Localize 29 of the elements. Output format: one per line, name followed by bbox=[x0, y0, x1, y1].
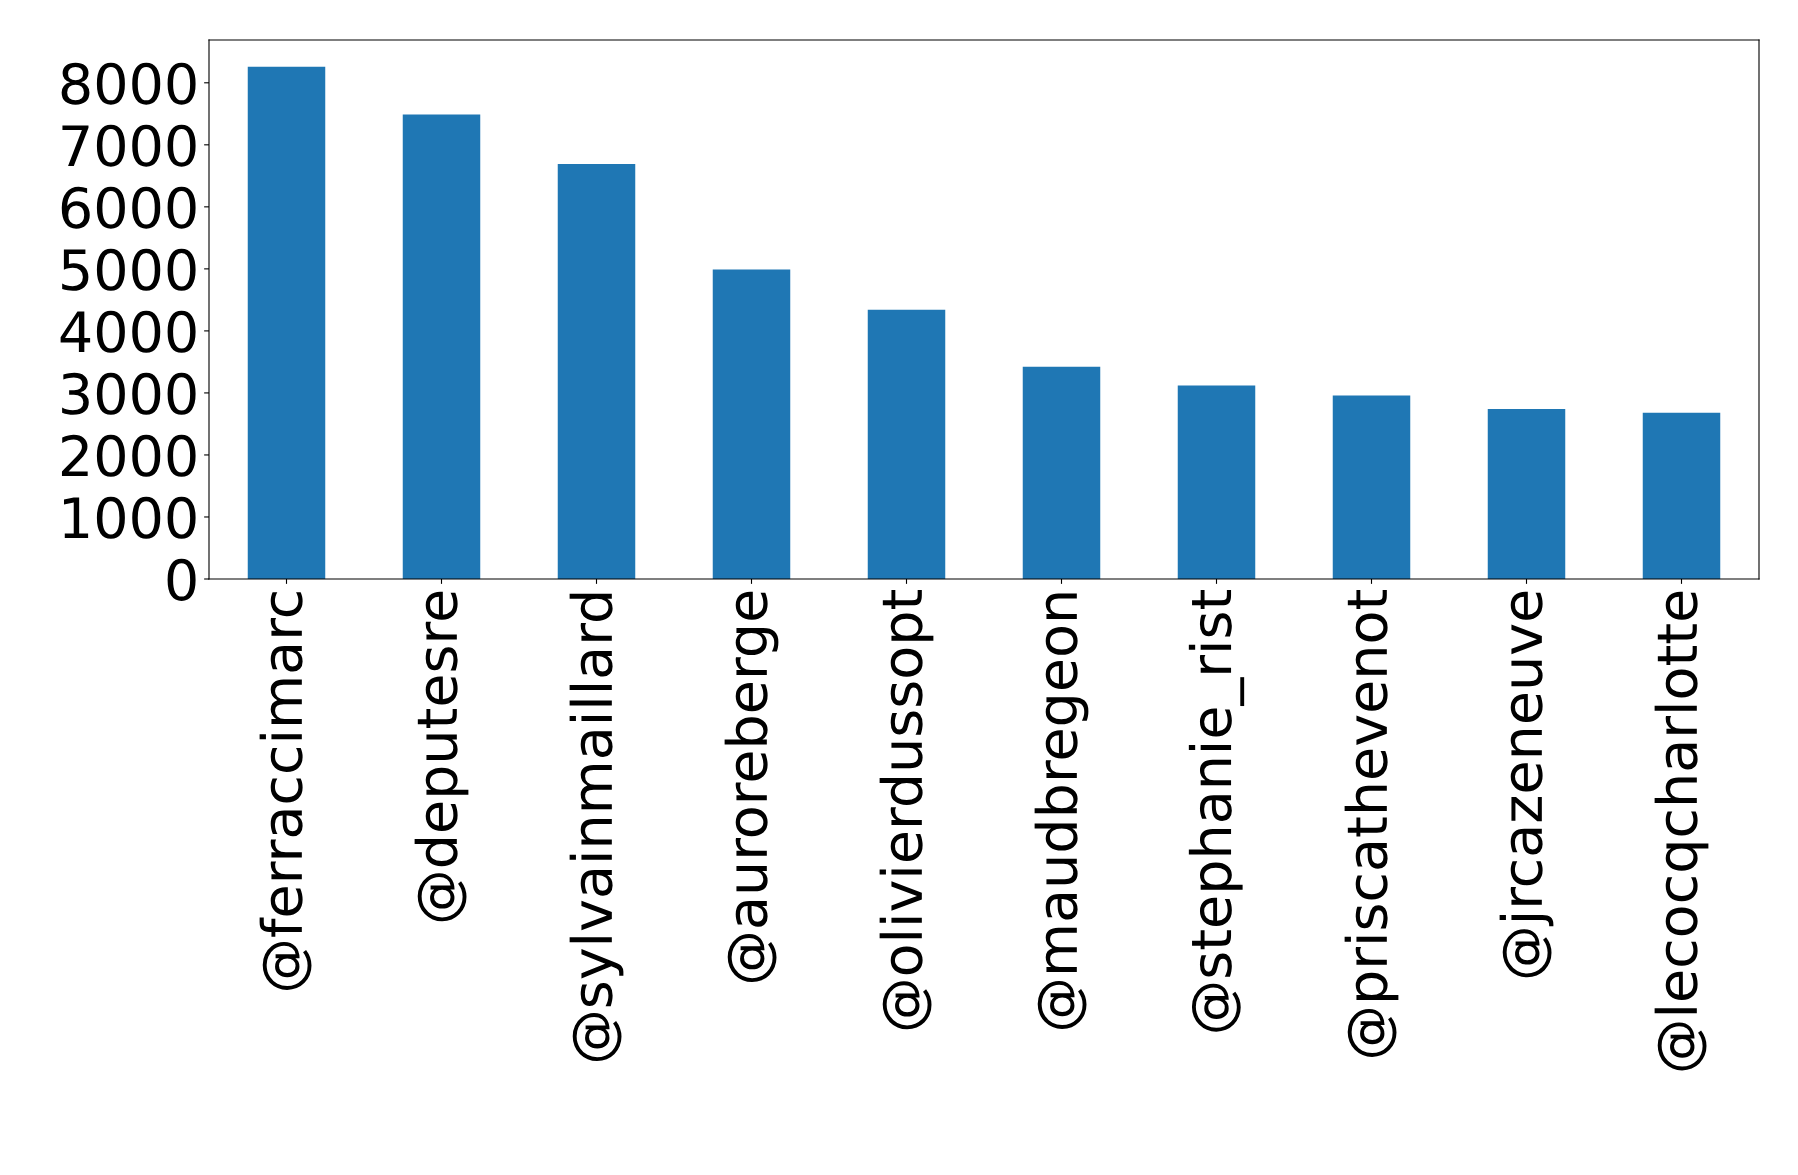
x-tick-label: @lecocqcharlotte bbox=[1654, 591, 1709, 1071]
bar bbox=[712, 269, 791, 579]
x-tick-label: @auroreberge bbox=[724, 591, 779, 982]
x-tick-label: @stephanie_rist bbox=[1188, 590, 1245, 1032]
bar bbox=[1177, 385, 1256, 579]
bar bbox=[1487, 409, 1566, 579]
bar bbox=[247, 66, 326, 579]
bar bbox=[1642, 412, 1721, 579]
x-tick-label: @sylvainmaillard bbox=[569, 593, 624, 1062]
x-tick-label: @priscathevenot bbox=[1344, 590, 1399, 1057]
y-tick-label: 3000 bbox=[62, 372, 196, 415]
y-tick-label: 0 bbox=[167, 558, 196, 601]
bar bbox=[1022, 366, 1101, 579]
x-tick-label: @olivierdussopt bbox=[879, 590, 934, 1030]
y-tick-label: 8000 bbox=[61, 62, 196, 105]
y-tick-label: 5000 bbox=[62, 248, 196, 291]
y-tick-label: 4000 bbox=[60, 310, 196, 353]
bar bbox=[867, 309, 946, 579]
x-tick-label: @jrcazeneuve bbox=[1499, 591, 1554, 978]
x-tick-label: @maudbregeon bbox=[1034, 593, 1089, 1029]
y-tick-label: 2000 bbox=[61, 434, 196, 477]
x-tick-label: @ferraccimarc bbox=[259, 592, 312, 990]
bar bbox=[557, 164, 636, 579]
bar bbox=[402, 114, 481, 579]
y-tick-label: 7000 bbox=[62, 124, 196, 167]
bar bbox=[1332, 395, 1411, 579]
x-tick-label: @deputesre bbox=[414, 591, 469, 922]
y-tick-label: 1000 bbox=[63, 496, 196, 539]
y-tick-label: 6000 bbox=[61, 186, 196, 229]
